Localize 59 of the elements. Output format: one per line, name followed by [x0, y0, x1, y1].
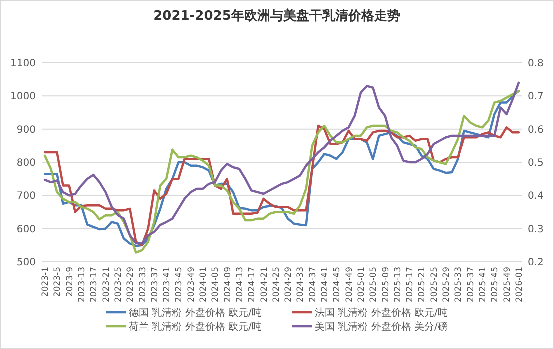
y-tick-label: 1100: [10, 58, 36, 70]
chart-title: 2021-2025年欧洲与美盘干乳清价格走势: [154, 8, 400, 24]
y-tick-label: 500: [16, 258, 36, 268]
x-tick-label: 2024-45: [332, 267, 343, 303]
x-tick-label: 2024-05: [211, 267, 222, 303]
x-tick-label: 2025-49: [502, 267, 513, 303]
x-tick-label: 2025-13: [393, 267, 404, 303]
y2-tick-label: 0.3: [528, 224, 544, 236]
x-tick-label: 2024-01: [199, 267, 210, 303]
y2-tick-label: 0.7: [528, 92, 544, 103]
x-tick-label: 2025-37: [466, 267, 476, 303]
x-tick-label: 2025-17: [406, 267, 416, 303]
y-tick-label: 800: [16, 158, 36, 169]
x-tick-label: 2024-29: [284, 267, 294, 303]
y2-tick-label: 0.5: [528, 158, 544, 169]
x-tick-label: 2025-05: [369, 267, 380, 303]
x-tick-label: 2025-33: [454, 267, 464, 303]
legend-label: 美国 乳清粉 外盘价格 美分/磅: [315, 321, 448, 333]
x-tick-label: 2023-9: [65, 267, 76, 298]
x-tick-label: 2024-33: [296, 267, 306, 303]
y-tick-label: 1000: [10, 92, 36, 103]
x-tick-label: 2025-25: [430, 267, 440, 303]
x-tick-label: 2024-37: [308, 267, 318, 303]
y2-tick-label: 0.4: [528, 191, 544, 202]
x-tick-label: 2024-09: [223, 267, 234, 303]
x-tick-label: 2024-49: [344, 267, 355, 303]
x-tick-label: 2023-17: [90, 267, 100, 303]
x-tick-label: 2025-21: [418, 267, 428, 303]
x-tick-label: 2024-17: [248, 267, 258, 303]
x-tick-label: 2023-5: [53, 267, 64, 298]
x-tick-label: 2023-25: [114, 267, 124, 303]
y-tick-label: 700: [16, 191, 36, 202]
x-tick-label: 2026-01: [514, 267, 525, 303]
x-tick-label: 2023-37: [150, 267, 160, 303]
legend-label: 德国 乳清粉 外盘价格 欧元/吨: [129, 307, 262, 319]
x-tick-label: 2023-41: [162, 267, 173, 303]
x-tick-label: 2023-1: [41, 267, 52, 298]
x-tick-label: 2023-13: [77, 267, 88, 303]
x-tick-label: 2024-13: [235, 267, 246, 303]
y2-tick-label: 0.8: [528, 58, 544, 70]
x-tick-label: 2025-41: [478, 267, 489, 303]
x-tick-label: 2025-45: [490, 267, 501, 303]
y2-tick-label: 0.6: [528, 124, 544, 136]
legend-label: 荷兰 乳清粉 外盘价格 欧元/吨: [129, 321, 262, 333]
x-tick-label: 2023-29: [126, 267, 136, 303]
x-tick-label: 2023-49: [186, 267, 197, 303]
y2-tick-label: 0.2: [528, 258, 544, 268]
x-tick-label: 2024-25: [272, 267, 282, 303]
x-tick-label: 2023-33: [138, 267, 148, 303]
y-tick-label: 900: [16, 124, 36, 136]
x-tick-label: 2024-41: [320, 267, 331, 303]
y-tick-label: 600: [16, 224, 36, 236]
x-tick-label: 2023-21: [102, 267, 112, 303]
x-tick-label: 2025-29: [442, 267, 452, 303]
x-tick-label: 2025-09: [381, 267, 392, 303]
x-tick-label: 2025-01: [356, 267, 367, 303]
x-tick-label: 2024-21: [260, 267, 270, 303]
x-tick-label: 2023-45: [174, 267, 185, 303]
legend-label: 法国 乳清粉 外盘价格 欧元/吨: [315, 307, 448, 319]
